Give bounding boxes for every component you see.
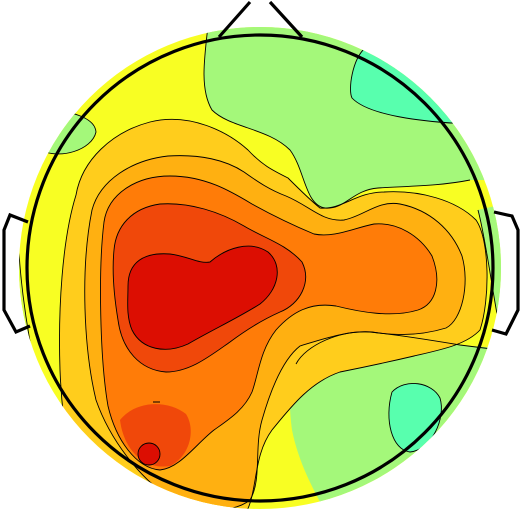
field-right-parietal-aqua (388, 383, 442, 452)
nose-outline (217, 0, 304, 39)
contour-line (295, 331, 501, 365)
field-red-peak (127, 246, 278, 350)
field-red-dot (138, 443, 160, 465)
right-ear-outline (491, 210, 520, 336)
contour-line (350, 47, 471, 125)
field-lower-red-orange-lobe (120, 404, 191, 467)
left-ear-outline (2, 212, 31, 335)
contour-line (388, 383, 442, 453)
contour-line (100, 175, 438, 471)
contour-line (137, 442, 161, 466)
contour-line (112, 203, 307, 373)
contour-line (127, 245, 278, 350)
contour-line (203, 27, 471, 209)
head-outline (25, 33, 495, 503)
